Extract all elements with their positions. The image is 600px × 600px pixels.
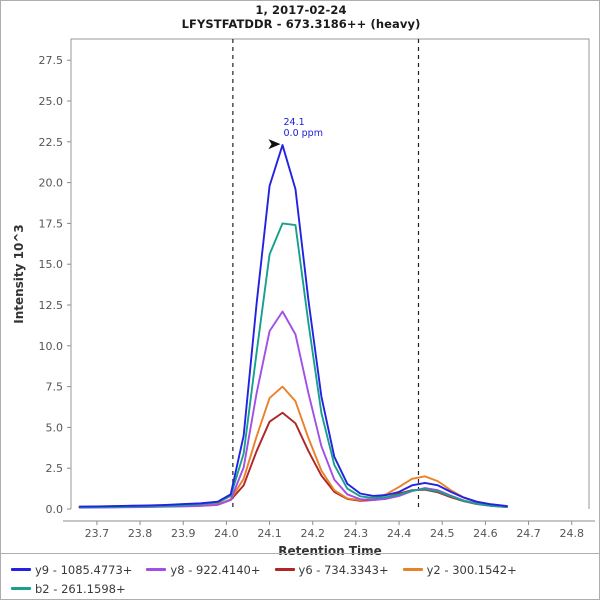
legend: y9 - 1085.4773+ y8 - 922.4140+ y6 - 734.33…	[1, 553, 600, 599]
x-axis-tick-label: 23.8	[128, 527, 153, 540]
series-line-b2[interactable]	[78, 222, 508, 509]
series-line-y9[interactable]	[78, 144, 508, 508]
x-axis-tick-label: 24.0	[214, 527, 239, 540]
x-axis-tick-label: 24.7	[516, 527, 541, 540]
chart-title: 1, 2017-02-24 LFYSTFATDDR - 673.3186++ (…	[1, 3, 600, 31]
plot-frame	[70, 38, 590, 509]
chart-title-line-2: LFYSTFATDDR - 673.3186++ (heavy)	[181, 17, 421, 31]
annotation-mass-error: 0.0 ppm	[284, 128, 323, 139]
y-axis-tick-label: 15.0	[39, 258, 64, 271]
legend-item-label: b2 - 261.1598+	[35, 581, 126, 596]
x-axis-tick-label: 24.6	[473, 527, 498, 540]
y-axis-tick-label: 10.0	[39, 340, 64, 353]
legend-color-swatch	[11, 587, 31, 590]
y-axis-tick-label: 2.5	[46, 462, 64, 475]
y-axis-tick-label: 22.5	[39, 136, 64, 149]
x-axis-tick-label: 23.7	[85, 527, 110, 540]
series-line-y8[interactable]	[78, 310, 508, 509]
legend-color-swatch	[274, 568, 295, 571]
legend-item-label: y9 - 1085.4773+	[35, 562, 133, 577]
y-axis-tick-label: 12.5	[39, 299, 64, 312]
y-axis-tick-label: 25.0	[39, 95, 64, 108]
y-axis-tick-label: 17.5	[39, 217, 64, 230]
legend-item-label: y2 - 300.1542+	[426, 562, 517, 577]
legend-item-label: y6 - 734.3343+	[298, 562, 389, 577]
annotation-retention-time: 24.1	[284, 117, 305, 128]
legend-color-swatch	[11, 568, 31, 571]
y-axis-title: Intensity 10^3	[12, 224, 26, 324]
x-axis-tick-label: 23.9	[171, 527, 196, 540]
legend-row-2: b2 - 261.1598+	[11, 579, 600, 598]
x-axis-tick-label: 24.4	[387, 527, 412, 540]
legend-item-b2[interactable]: b2 - 261.1598+	[11, 582, 126, 596]
x-axis-tick-label: 24.1	[257, 527, 282, 540]
plot-area[interactable]: 0.0 2.5 5.0 7.5 10.0 12.5 15.0 17.5 20.0 22.5 25.0…	[1, 1, 600, 557]
y-axis-tick-label: 27.5	[39, 54, 64, 67]
x-axis-tick-label: 24.2	[300, 527, 325, 540]
y-axis-tick-label: 7.5	[46, 381, 64, 394]
chart-title-line-1: 1, 2017-02-24	[255, 3, 347, 17]
legend-item-label: y8 - 922.4140+	[170, 562, 261, 577]
series-line-y2[interactable]	[78, 385, 508, 509]
y-axis-tick-label: 20.0	[39, 177, 64, 190]
legend-item-y9[interactable]: y9 - 1085.4773+	[11, 563, 132, 577]
legend-row-1: y9 - 1085.4773+ y8 - 922.4140+ y6 - 734.33…	[11, 560, 600, 579]
x-axis-tick-label: 24.3	[344, 527, 369, 540]
y-axis-tick-label: 0.0	[46, 503, 64, 516]
y-axis-tick-label: 5.0	[46, 421, 64, 434]
legend-color-swatch	[146, 568, 167, 571]
peak-apex-arrow-icon	[268, 139, 281, 150]
chromatogram-svg[interactable]: 0.0 2.5 5.0 7.5 10.0 12.5 15.0 17.5 20.0 22.5 25.0…	[1, 1, 600, 557]
legend-item-y8[interactable]: y8 - 922.4140+	[146, 562, 261, 577]
x-axis-tick-label: 24.5	[430, 527, 455, 540]
x-axis-tick-label: 24.8	[559, 527, 584, 540]
legend-item-y2[interactable]: y2 - 300.1542+	[402, 562, 517, 577]
legend-item-y6[interactable]: y6 - 734.3343+	[274, 562, 389, 577]
legend-color-swatch	[402, 568, 423, 571]
